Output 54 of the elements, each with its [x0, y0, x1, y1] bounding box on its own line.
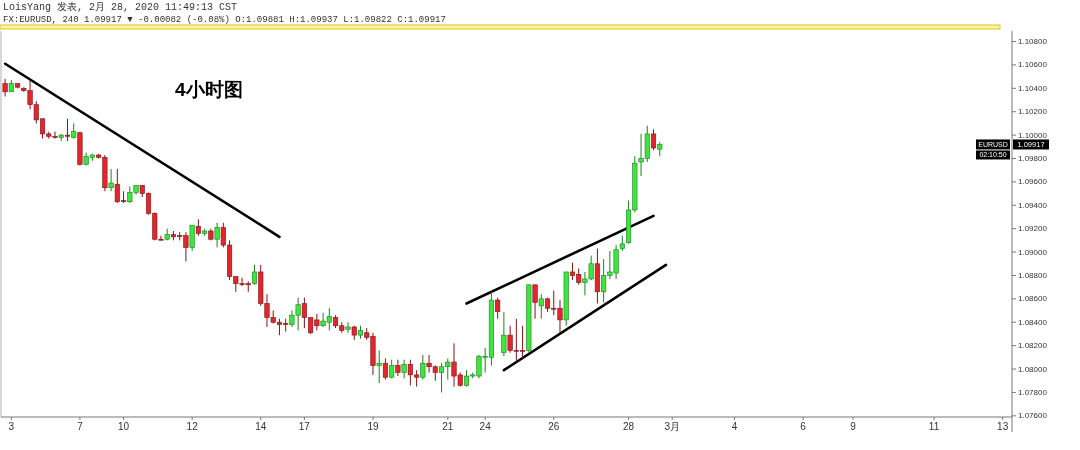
y-tick-label: 1.08800: [1018, 270, 1048, 280]
candlestick: [532, 284, 538, 320]
x-tick-label: 4: [731, 421, 738, 432]
x-tick-label: 28: [623, 421, 635, 432]
y-tick-label: 1.08400: [1018, 317, 1048, 327]
y-tick-label: 1.10600: [1018, 60, 1048, 70]
x-tick-label: 11: [928, 421, 940, 432]
candlestick: [650, 128, 657, 151]
x-tick-label: 3月: [664, 421, 680, 432]
y-tick-label: 1.07600: [1018, 411, 1048, 421]
candlestick: [251, 264, 258, 286]
candlestick: [64, 118, 71, 142]
candlestick: [420, 354, 426, 381]
y-tick-label: 1.09600: [1018, 177, 1048, 187]
x-tick-label: 6: [800, 421, 807, 432]
y-tick-label: 1.08600: [1018, 294, 1048, 304]
x-tick-label: 19: [367, 421, 379, 432]
y-tick-label: 1.08000: [1018, 364, 1048, 374]
candlestick: [401, 359, 407, 379]
y-tick-label: 1.10800: [1018, 37, 1048, 47]
candlestick: [189, 224, 195, 252]
y-tick-label: 1.09800: [1018, 154, 1048, 163]
candlestick: [108, 168, 114, 192]
text: LoisYang 发表, 2月 28, 2020 11:49:13 CST: [3, 1, 238, 13]
y-tick-label: 1.09200: [1018, 224, 1048, 234]
x-tick-label: 26: [548, 421, 560, 432]
x-tick-label: 13: [997, 421, 1009, 432]
candlestick: [376, 349, 382, 384]
y-tick-label: 1.08200: [1018, 341, 1048, 351]
x-tick-label: 12: [186, 421, 199, 432]
x-tick-label: 14: [255, 421, 267, 432]
candlestick: [2, 78, 8, 97]
candlestick: [345, 321, 351, 334]
y-tick-label: 1.07800: [1018, 387, 1048, 397]
text: FX:EURUSD, 240 1.09917 ▼ -0.00082 (-0.08%) O:1.09881 H:1.09937 L:1.09822 C:1.09917: [3, 15, 446, 25]
x-tick-label: 7: [77, 421, 84, 432]
candlestick: [214, 222, 220, 248]
candlestick: [501, 311, 507, 357]
candlestick: [495, 297, 501, 320]
x-tick-label: 17: [298, 421, 311, 432]
text: 4小时图: [175, 79, 243, 100]
x-tick-label: 9: [850, 421, 857, 432]
y-tick-label: 1.09400: [1018, 200, 1048, 210]
y-tick-label: 1.10400: [1018, 83, 1048, 93]
x-tick-label: 24: [479, 421, 492, 432]
candlestick: [382, 358, 388, 381]
candlestick: [538, 293, 544, 320]
x-tick-label: 10: [118, 421, 130, 432]
y-tick-label: 1.10000: [1018, 130, 1048, 140]
x-tick-label: 21: [442, 421, 454, 432]
x-tick-label: 3: [8, 421, 15, 432]
y-tick-label: 1.09000: [1018, 247, 1048, 257]
candlestick: [395, 359, 401, 377]
y-tick-label: 1.10200: [1018, 107, 1048, 117]
